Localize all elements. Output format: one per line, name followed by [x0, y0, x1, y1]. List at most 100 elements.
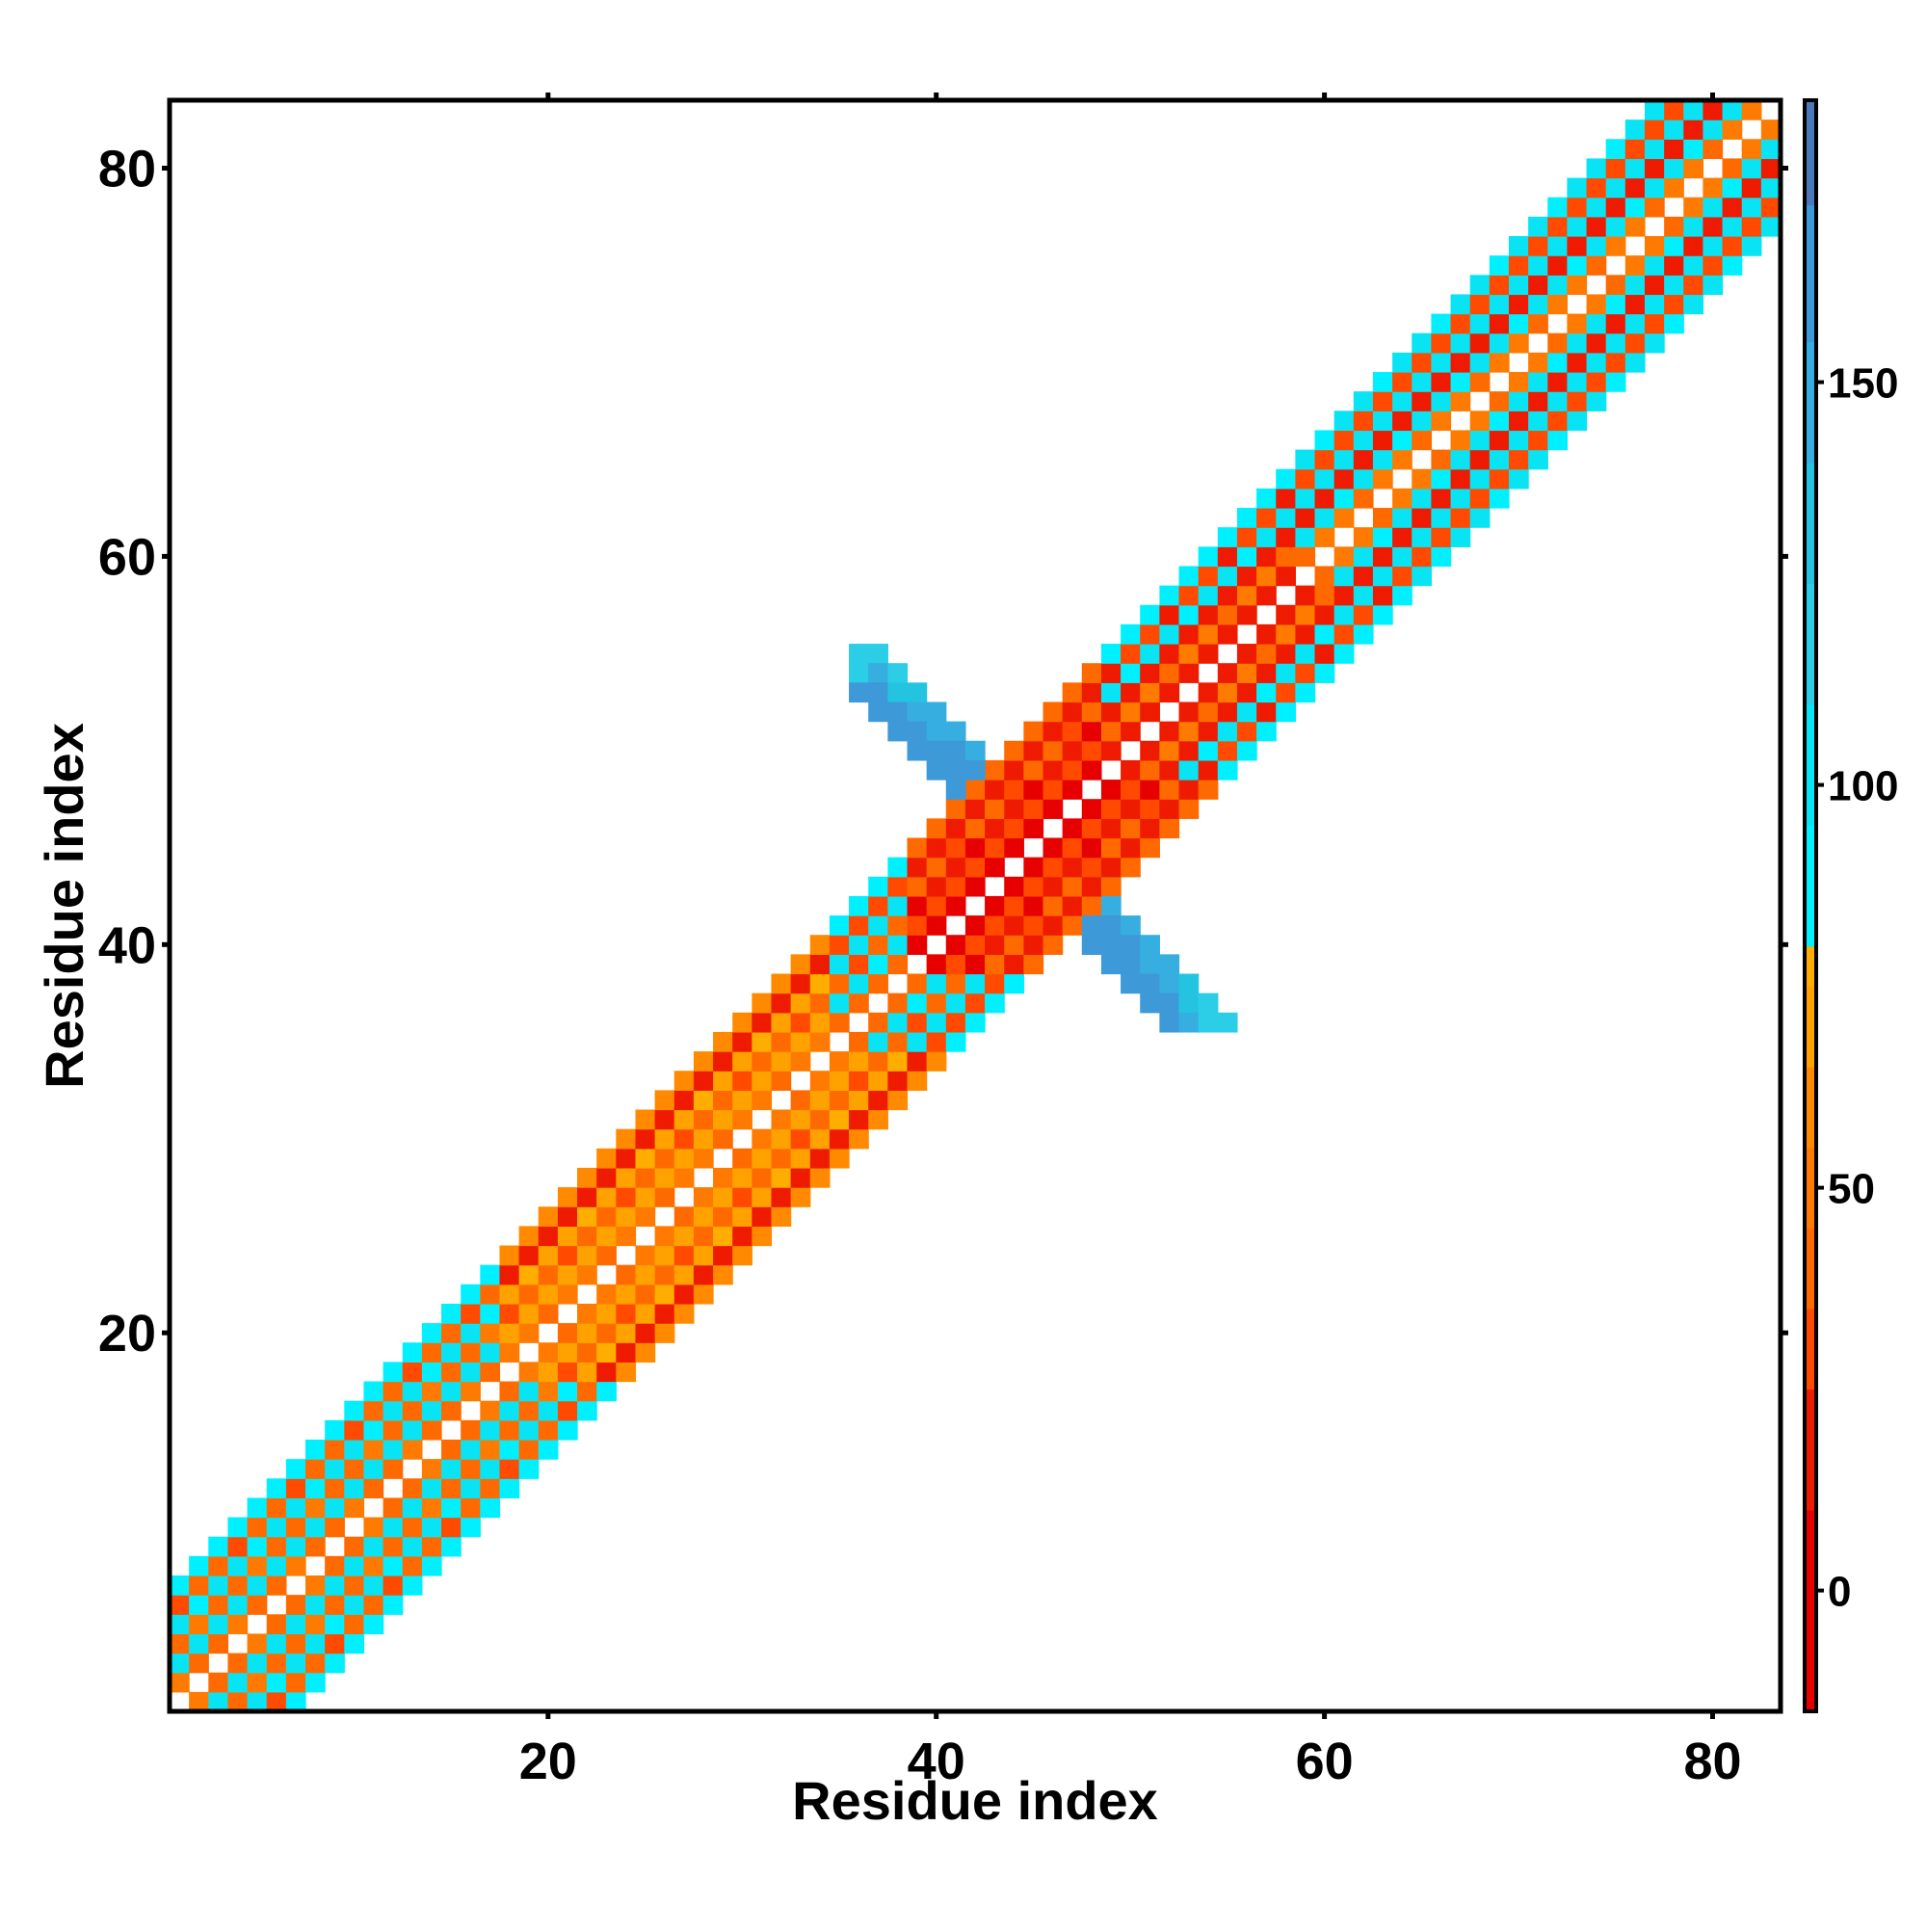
heatmap-cell	[1100, 876, 1122, 897]
heatmap-cell	[461, 1381, 481, 1402]
heatmap-cell	[538, 1245, 559, 1266]
heatmap-cell	[1528, 391, 1548, 411]
colorbar-segment	[1805, 1510, 1816, 1712]
heatmap-cell	[344, 1633, 365, 1654]
heatmap-cell	[480, 1497, 501, 1519]
heatmap-cell	[266, 1633, 287, 1654]
heatmap-cell	[383, 1536, 404, 1557]
heatmap-cell	[887, 1031, 909, 1052]
heatmap-cell	[1004, 740, 1024, 761]
heatmap-cell	[325, 1653, 345, 1674]
heatmap-cell	[1121, 799, 1141, 819]
heatmap-cell	[1256, 488, 1277, 509]
heatmap-cell	[596, 1167, 617, 1188]
heatmap-cell	[499, 1264, 520, 1285]
heatmap-cell	[1140, 818, 1160, 839]
heatmap-cell	[1256, 644, 1277, 664]
heatmap-cell	[829, 1071, 850, 1091]
heatmap-cell	[1644, 100, 1665, 120]
y-tick-label: 60	[98, 528, 156, 586]
heatmap-cell	[1043, 780, 1064, 800]
heatmap-cell	[1372, 430, 1393, 451]
heatmap-cell	[1140, 663, 1160, 683]
heatmap-cell	[926, 992, 947, 1014]
heatmap-cell	[829, 1109, 850, 1130]
heatmap-cell	[1528, 430, 1548, 451]
heatmap-cell	[305, 1439, 326, 1460]
heatmap-cell	[499, 1303, 520, 1324]
heatmap-cell	[985, 954, 1005, 975]
heatmap-cell	[1121, 721, 1141, 742]
heatmap-cell	[499, 1381, 520, 1402]
heatmap-cell	[1004, 837, 1024, 859]
heatmap-cell	[1392, 546, 1412, 568]
heatmap-cell	[693, 1206, 714, 1227]
heatmap-cell	[1004, 954, 1024, 975]
heatmap-cell	[1353, 527, 1374, 547]
heatmap-cell	[170, 1614, 190, 1635]
heatmap-cell	[849, 973, 869, 994]
heatmap-cell	[849, 992, 869, 1014]
heatmap-cell	[1547, 294, 1569, 315]
heatmap-cell	[849, 682, 869, 703]
heatmap-cell	[887, 895, 909, 916]
heatmap-cell	[1236, 604, 1257, 625]
heatmap-cell	[964, 1012, 986, 1033]
heatmap-cell	[1567, 177, 1588, 198]
heatmap-cell	[752, 1031, 773, 1052]
heatmap-cell	[363, 1439, 384, 1460]
colorbar-segment	[1805, 583, 1816, 705]
heatmap-cell	[1392, 508, 1412, 528]
heatmap-cell	[1043, 857, 1064, 878]
heatmap-cell	[1043, 721, 1064, 742]
heatmap-cell	[849, 1031, 869, 1052]
heatmap-cell	[1353, 468, 1374, 490]
heatmap-cell	[1353, 566, 1374, 587]
heatmap-cell	[907, 895, 928, 916]
heatmap-cell	[907, 915, 928, 936]
heatmap-cell	[1722, 158, 1743, 179]
heatmap-cell	[247, 1691, 268, 1712]
heatmap-cell	[732, 1109, 752, 1130]
heatmap-cell	[887, 935, 909, 955]
heatmap-cell	[1450, 352, 1471, 373]
heatmap-cell	[790, 1167, 811, 1188]
heatmap-cell	[1722, 236, 1743, 256]
heatmap-cell	[557, 1342, 578, 1363]
heatmap-cell	[616, 1226, 637, 1247]
heatmap-cell	[1586, 197, 1607, 218]
heatmap-cell	[887, 857, 909, 878]
heatmap-cell	[421, 1517, 442, 1538]
heatmap-cell	[1023, 876, 1044, 897]
heatmap-cell	[1256, 663, 1277, 683]
heatmap-cell	[985, 973, 1005, 994]
heatmap-cell	[1664, 236, 1684, 256]
heatmap-cell	[1100, 935, 1122, 955]
heatmap-cell	[1508, 391, 1529, 411]
heatmap-cell	[926, 973, 947, 994]
heatmap-cell	[673, 1245, 695, 1266]
colorbar-segment	[1805, 100, 1816, 206]
heatmap-cell	[518, 1303, 540, 1324]
heatmap-cell	[1469, 294, 1491, 315]
heatmap-cell	[189, 1633, 209, 1654]
heatmap-cell	[1489, 410, 1510, 432]
heatmap-cell	[383, 1555, 404, 1576]
heatmap-cell	[1508, 430, 1529, 451]
heatmap-cell	[577, 1400, 597, 1421]
heatmap-cell	[325, 1517, 345, 1538]
heatmap-cell	[305, 1517, 326, 1538]
heatmap-cell	[1333, 449, 1355, 470]
heatmap-cell	[189, 1555, 209, 1576]
heatmap-cell	[1178, 992, 1200, 1014]
heatmap-cell	[887, 1051, 909, 1072]
heatmap-cell	[402, 1439, 423, 1460]
heatmap-cell	[732, 1206, 752, 1227]
heatmap-cell	[752, 1226, 773, 1247]
heatmap-cell	[1140, 701, 1160, 723]
heatmap-cell	[635, 1342, 656, 1363]
heatmap-cell	[1333, 623, 1355, 645]
heatmap-cell	[1624, 352, 1646, 373]
heatmap-cells	[170, 100, 1782, 1712]
heatmap-cell	[713, 1128, 733, 1150]
